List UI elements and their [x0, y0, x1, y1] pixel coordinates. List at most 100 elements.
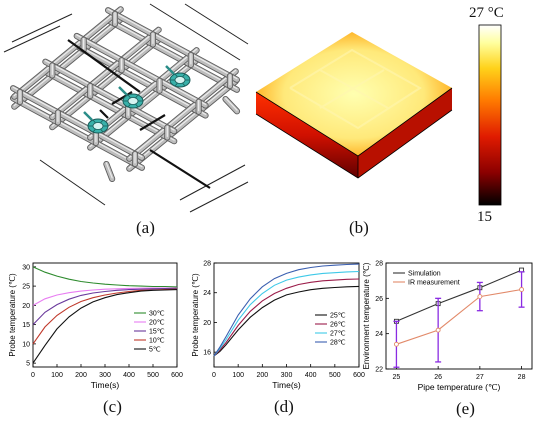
y-axis-label: Probe temperature (℃) [8, 273, 17, 357]
data-point [435, 327, 441, 333]
temperature-probe-1-spoke [182, 82, 186, 86]
y-tick-label: 16 [203, 350, 211, 357]
chart-d: 0 100 200 300 400 500 600 16 20 24 28 Time(s) Probe … [191, 261, 365, 391]
pipe-v0-z10-highlight [107, 8, 238, 80]
temperature-probe-3-spoke [92, 120, 96, 124]
pipe-u2-z10-highlight [89, 48, 198, 138]
pipe-u1-z10-highlight [51, 28, 160, 117]
pipe-v0-z0-highlight [107, 18, 238, 90]
series-line-1 [32, 266, 178, 288]
temperature-probe-1-spoke [182, 74, 186, 78]
panel-label-d: (d) [274, 397, 294, 416]
heat-map-grid-traces [289, 48, 422, 130]
x-axis-label: Pipe temperature (℃) [418, 382, 501, 392]
y-tick-label: 15 [22, 322, 30, 329]
x-tick-label: 28 [518, 374, 526, 381]
pipe-v0-z10 [105, 8, 240, 82]
y-tick-label: 30 [22, 264, 30, 271]
legend-label: 15℃ [149, 329, 165, 336]
y-axis-label: Environment temperature (℃) [362, 262, 371, 369]
y-tick-label: 5 [26, 361, 30, 368]
legend-label: 26℃ [330, 322, 346, 329]
temperature-probe-2-spoke [127, 95, 131, 99]
pipe-u3-z10-highlight [128, 69, 237, 159]
y-tick-label: 20 [203, 320, 211, 327]
y-tick-label: 20 [22, 303, 30, 310]
chart-e: 25 26 27 28 22 24 26 28 Pipe temperature (℃) Envi… [362, 261, 533, 392]
pipe-v1-z10-highlight [76, 34, 207, 105]
x-tick-label: 100 [232, 372, 244, 379]
y-tick-label: 24 [375, 331, 383, 338]
series-line-2 [213, 278, 360, 357]
panel-label-c: (c) [103, 397, 122, 416]
pipe-u1-z0 [50, 37, 161, 130]
temperature-probe-2-center [127, 97, 139, 105]
temperature-probe-1-center [174, 76, 186, 84]
pipe-u0-z10 [12, 7, 123, 99]
temperature-probe-2-spoke [135, 95, 139, 99]
x-tick-label: 500 [147, 372, 159, 379]
pipe-v2-z10 [43, 59, 177, 134]
heat-map-block [255, 24, 502, 206]
temperature-probe-2-spoke [127, 103, 131, 107]
pipe-u1-z10 [50, 27, 161, 120]
pipe-v3-z0 [10, 96, 145, 170]
series-line-1 [396, 269, 522, 322]
heat-map-front-face [256, 92, 358, 178]
data-point [519, 287, 525, 292]
temperature-probe-3-spoke [100, 128, 104, 132]
y-tick-label: 24 [203, 290, 211, 297]
series-line-3 [213, 270, 360, 357]
panel-label-e: (e) [456, 399, 475, 418]
x-tick-label: 200 [256, 372, 268, 379]
x-tick-label: 25 [393, 374, 401, 381]
y-tick-label: 26 [375, 296, 383, 303]
panel-label-b: (b) [349, 218, 369, 237]
series-line-5 [32, 289, 178, 364]
y-tick-label: 28 [375, 261, 383, 268]
pipe-u0-z10-highlight [13, 7, 122, 97]
temperature-probe-1-stem [165, 65, 175, 75]
panel-label-a: (a) [136, 218, 155, 237]
data-point [477, 294, 483, 300]
pipe-v1-z0-highlight [76, 44, 207, 115]
pipe-v3-z10-highlight [12, 86, 143, 158]
legend-label: 10℃ [149, 338, 165, 345]
pipe-v2-z0 [43, 69, 177, 144]
heat-map-top-face [256, 32, 452, 156]
pipe-u0-z0-highlight [13, 17, 122, 107]
x-tick-label: 600 [171, 372, 183, 379]
pipe-v3-z10 [10, 86, 145, 160]
y-tick-label: 25 [22, 284, 30, 291]
colorbar [478, 24, 502, 206]
series-line-3 [32, 287, 178, 325]
series-line-4 [213, 263, 360, 357]
temperature-probes [83, 65, 191, 134]
series-line-2 [396, 288, 522, 345]
y-axis-label: Probe temperature (℃) [191, 273, 200, 357]
pipe-u3-z10 [127, 69, 238, 161]
pipe-v3-z0-highlight [12, 96, 143, 168]
pipe-v2-z0-highlight [44, 70, 175, 141]
pipe-inlet-highlight [224, 97, 238, 111]
colorbar-max-label: 27 °C [469, 5, 504, 21]
series-line-2 [32, 287, 177, 306]
pipe-v2-z10-highlight [44, 60, 175, 131]
colorbar-min-label: 15 [477, 209, 492, 225]
legend-label: 25℃ [330, 313, 346, 320]
x-tick-label: 300 [281, 372, 293, 379]
temperature-probe-3-center [92, 122, 104, 130]
x-tick-label: 0 [31, 372, 35, 379]
x-tick-label: 400 [305, 372, 317, 379]
pipe-u3-z0 [127, 79, 238, 171]
x-tick-label: 27 [476, 374, 484, 381]
legend-label: 5℃ [149, 347, 161, 354]
temperature-probe-2-spoke [135, 103, 139, 107]
legend-label: 20℃ [149, 320, 165, 327]
pipe-grid-illustration [3, 3, 249, 213]
pipe-outlet-highlight [105, 162, 113, 179]
y-tick-label: 10 [22, 341, 30, 348]
x-tick-label: 300 [99, 372, 111, 379]
y-tick-label: 22 [375, 367, 383, 374]
legend-label: IR measurement [408, 280, 460, 287]
